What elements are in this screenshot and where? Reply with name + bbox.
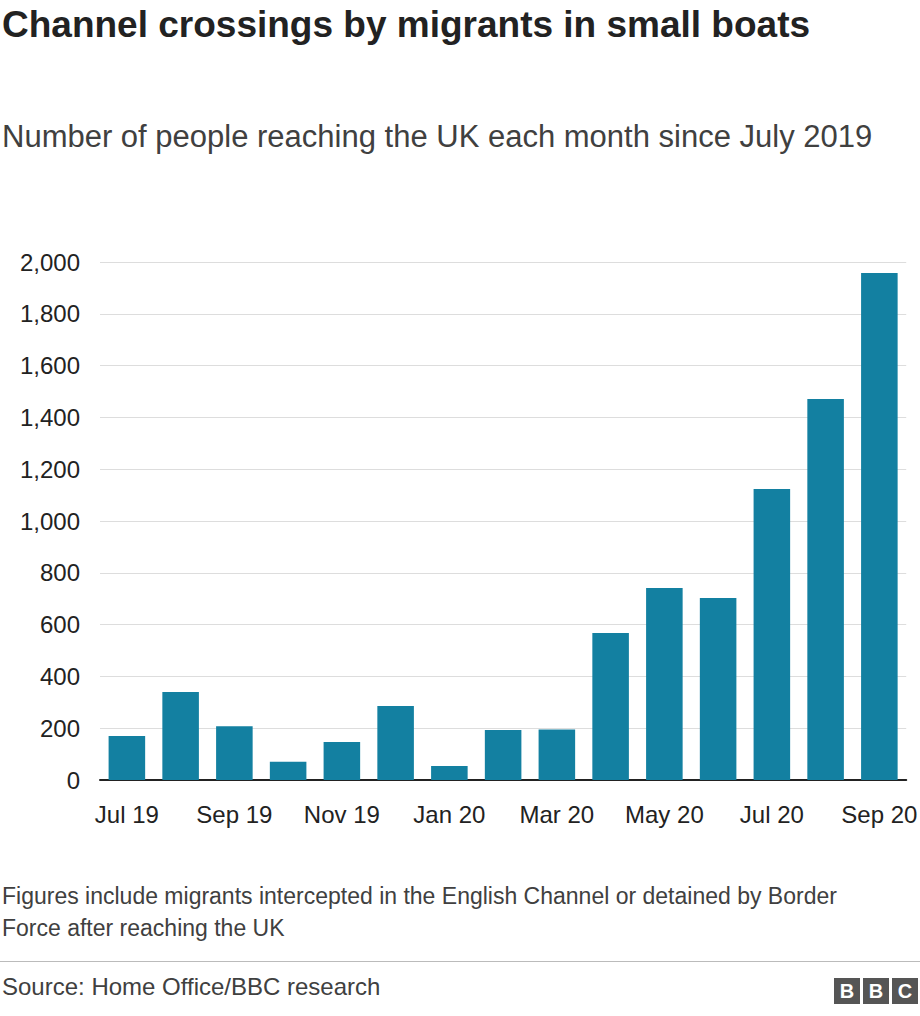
html-text:B: B: [839, 980, 855, 1002]
svg-text:1,800: 1,800: [20, 300, 80, 327]
svg-text:Jan 20: Jan 20: [413, 801, 485, 828]
svg-text:Jul 20: Jul 20: [740, 801, 804, 828]
svg-text:1,000: 1,000: [20, 508, 80, 535]
svg-text:1,400: 1,400: [20, 404, 80, 431]
svg-text:1,600: 1,600: [20, 352, 80, 379]
html-text:Channel crossings by migrants: Channel crossings by migrants in small b…: [2, 4, 810, 45]
svg-text:400: 400: [40, 663, 80, 690]
svg-text:600: 600: [40, 611, 80, 638]
svg-text:2,000: 2,000: [20, 249, 80, 276]
html-text:Figures include migrants inter: Figures include migrants intercepted in …: [2, 883, 837, 941]
svg-text:1,200: 1,200: [20, 456, 80, 483]
svg-text:Nov 19: Nov 19: [304, 801, 380, 828]
svg-text:Mar 20: Mar 20: [520, 801, 595, 828]
svg-text:Sep 19: Sep 19: [196, 801, 272, 828]
svg-text:Sep 20: Sep 20: [841, 801, 917, 828]
svg-text:Jul 19: Jul 19: [95, 801, 159, 828]
svg-text:0: 0: [67, 767, 80, 794]
svg-text:May 20: May 20: [625, 801, 704, 828]
html-text:B: B: [868, 980, 884, 1002]
html-text:Source: Home Office/BBC resear: Source: Home Office/BBC research: [2, 973, 381, 1000]
html-text:Number of people reaching the: Number of people reaching the UK each mo…: [2, 119, 873, 154]
svg-text:200: 200: [40, 715, 80, 742]
html-text:C: C: [897, 980, 913, 1002]
svg-text:800: 800: [40, 559, 80, 586]
